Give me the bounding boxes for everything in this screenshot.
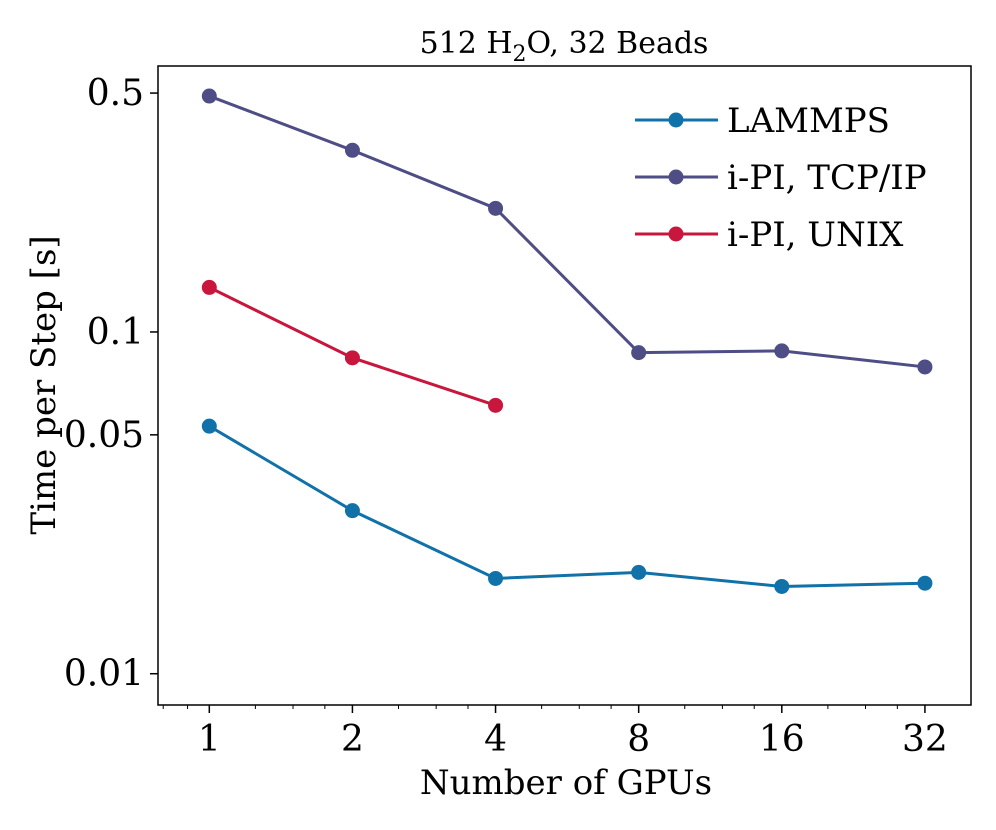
- x-tick-label: 1: [198, 719, 221, 760]
- x-tick-label: 32: [902, 719, 948, 760]
- x-tick-label: 2: [341, 719, 364, 760]
- y-axis-ticks: 0.01 0.05 0.1 0.5: [64, 73, 158, 695]
- data-point: [488, 397, 504, 413]
- x-tick-label: 16: [759, 719, 805, 760]
- data-point: [774, 343, 790, 359]
- y-tick-label: 0.5: [87, 73, 144, 114]
- data-point: [201, 418, 217, 434]
- series-line: [208, 424, 925, 588]
- data-point: [201, 279, 217, 295]
- series-line: [208, 286, 497, 407]
- data-point: [631, 564, 647, 580]
- data-point: [488, 200, 504, 216]
- data-point: [917, 575, 933, 591]
- data-point: [488, 570, 504, 586]
- y-tick-label: 0.01: [64, 654, 144, 695]
- legend-marker: [668, 112, 684, 128]
- legend-label: LAMMPS: [727, 101, 890, 141]
- plot-frame: [157, 65, 972, 706]
- data-point: [774, 578, 790, 594]
- data-point: [344, 350, 360, 366]
- legend: LAMMPS i-PI, TCP/IP i-PI, UNIX: [635, 101, 927, 255]
- series-line: [208, 94, 926, 369]
- series-layer: [201, 88, 933, 594]
- legend-marker: [668, 169, 684, 185]
- data-point: [344, 142, 360, 158]
- x-axis-label: Number of GPUs: [420, 763, 712, 803]
- y-axis-label: Time per Step [s]: [24, 235, 64, 534]
- data-point: [631, 345, 647, 361]
- data-point: [917, 359, 933, 375]
- data-point: [201, 88, 217, 104]
- legend-label: i-PI, TCP/IP: [727, 158, 927, 198]
- y-tick-label: 0.1: [87, 312, 144, 353]
- x-tick-label: 8: [627, 719, 650, 760]
- data-point: [344, 503, 360, 519]
- legend-label: i-PI, UNIX: [727, 215, 904, 255]
- legend-marker: [668, 226, 684, 242]
- y-tick-label: 0.05: [64, 415, 144, 456]
- x-tick-label: 4: [484, 719, 507, 760]
- x-axis-ticks: 1 2 4 8 16 32: [162, 705, 948, 760]
- chart-title: 512 H2O, 32 Beads: [420, 26, 709, 67]
